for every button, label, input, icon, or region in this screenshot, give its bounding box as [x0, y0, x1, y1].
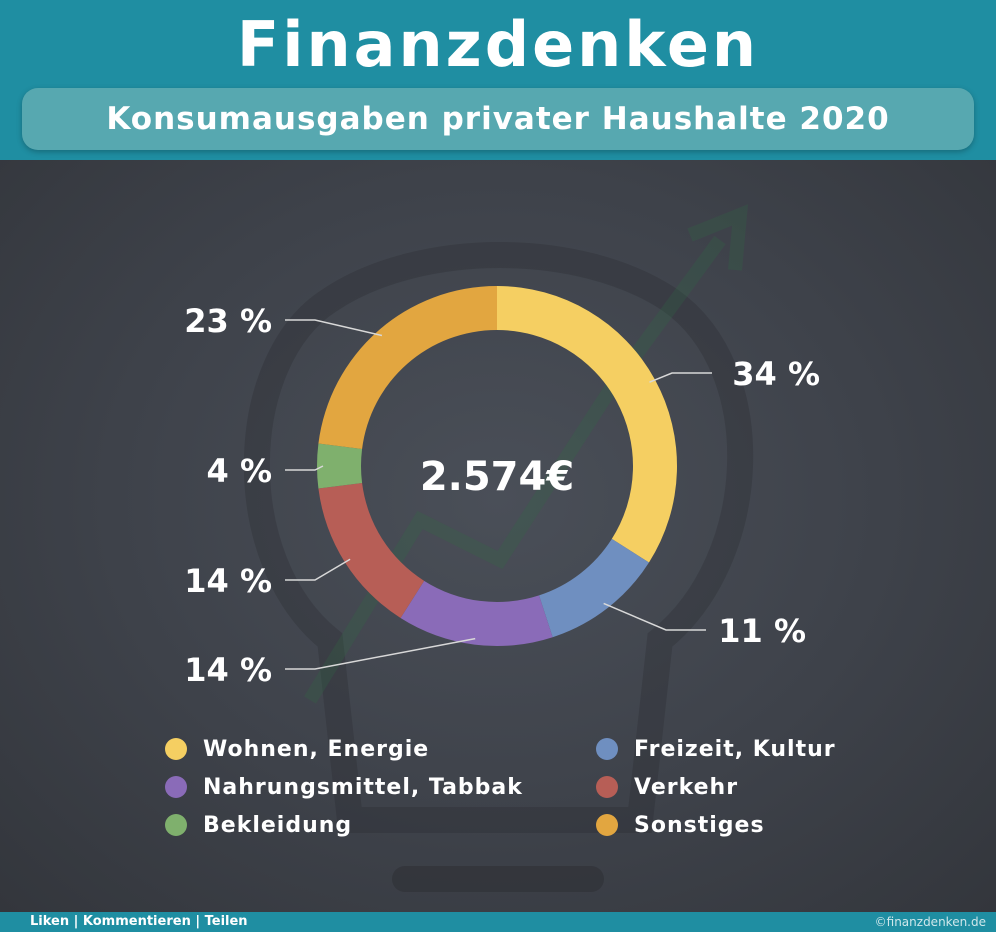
legend-label: Freizeit, Kultur [634, 736, 836, 762]
donut-slices [316, 286, 677, 646]
subtitle-banner: Konsumausgaben privater Haushalte 2020 [22, 88, 974, 150]
legend-item: Nahrungsmittel, Tabbak [165, 770, 523, 804]
legend-swatch [165, 738, 187, 760]
legend-item: Bekleidung [165, 808, 352, 842]
leader-line [285, 465, 324, 471]
donut-slice [539, 538, 649, 638]
slice-percent-label: 11 % [718, 612, 806, 650]
copyright-text: ©finanzdenken.de [874, 915, 986, 929]
legend-item: Wohnen, Energie [165, 732, 429, 766]
footer-bar: Liken | Kommentieren | Teilen ©finanzden… [0, 912, 996, 932]
legend-label: Sonstiges [634, 812, 765, 838]
donut-slice [316, 443, 363, 489]
chart-title: Konsumausgaben privater Haushalte 2020 [106, 101, 890, 137]
legend-item: Verkehr [596, 770, 738, 804]
legend-label: Wohnen, Energie [203, 736, 430, 762]
legend-swatch [165, 814, 187, 836]
bulb-base-icon [392, 866, 604, 892]
slice-percent-label: 4 % [207, 452, 272, 490]
legend-swatch [596, 776, 618, 798]
legend-swatch [165, 776, 187, 798]
leader-lines [285, 319, 712, 670]
donut-slice [318, 483, 425, 618]
legend-label: Bekleidung [203, 812, 353, 838]
slice-percent-label: 23 % [184, 302, 272, 340]
slice-percent-label: 14 % [184, 651, 272, 689]
leader-line [285, 558, 351, 581]
legend-label: Verkehr [634, 774, 739, 800]
lightbulb-illustration [243, 242, 754, 833]
social-actions-text: Liken | Kommentieren | Teilen [30, 914, 248, 929]
donut-slice [497, 286, 677, 563]
donut-slice [400, 580, 553, 646]
leader-line [603, 602, 706, 631]
leader-line [649, 372, 712, 383]
brand-title: Finanzdenken [236, 8, 760, 81]
legend-item: Freizeit, Kultur [596, 732, 836, 766]
leader-line [285, 319, 383, 337]
header-bar: Finanzdenken Konsumausgaben privater Hau… [0, 0, 996, 160]
legend-label: Nahrungsmittel, Tabbak [203, 774, 523, 800]
center-total-label: 2.574€ [420, 454, 574, 500]
legend-swatch [596, 738, 618, 760]
legend-item: Sonstiges [596, 808, 765, 842]
leader-line [285, 637, 476, 670]
legend-swatch [596, 814, 618, 836]
percent-labels: 34 % 11 % 14 % 14 % 4 % 23 % [184, 302, 820, 689]
slice-percent-label: 34 % [732, 355, 820, 393]
chart-legend: Wohnen, Energie Nahrungsmittel, Tabbak B… [0, 732, 996, 852]
slice-percent-label: 14 % [184, 562, 272, 600]
donut-slice [318, 286, 497, 449]
